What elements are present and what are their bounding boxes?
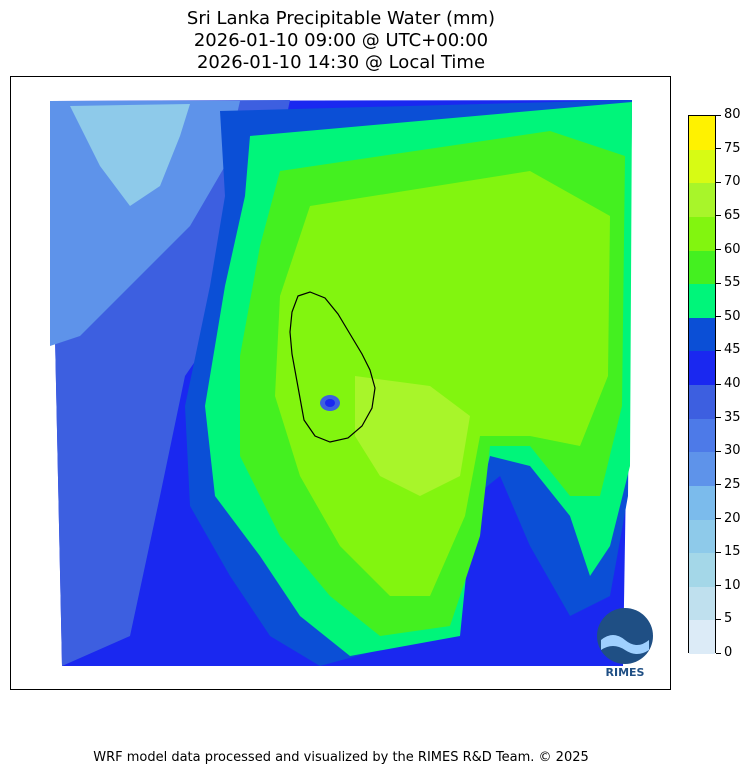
colorbar-tick — [716, 215, 721, 217]
colorbar-tick — [716, 181, 721, 183]
colorbar-tick — [716, 249, 721, 250]
colorbar-segment — [689, 317, 715, 352]
band-60 — [355, 376, 470, 496]
west-band-15 — [70, 104, 190, 206]
colorbar-segment — [689, 183, 715, 217]
colorbar-tick — [716, 450, 721, 452]
colorbar-tick-label: 15 — [724, 544, 741, 560]
local-time: 2026-01-10 14:30 @ Local Time — [196, 52, 486, 73]
band-55 — [275, 171, 610, 596]
colorbar-tick-label: 0 — [724, 645, 733, 660]
colorbar-tick-label: 45 — [724, 342, 741, 358]
colorbar-tick-label: 80 — [724, 107, 741, 122]
colorbar-tick — [716, 484, 721, 486]
colorbar-tick — [716, 551, 721, 553]
west-band-25 — [50, 101, 240, 346]
low-pw-core — [325, 399, 335, 407]
colorbar-tick-label: 55 — [724, 275, 741, 291]
colorbar-segment — [689, 418, 715, 453]
colorbar-segment — [689, 586, 715, 621]
colorbar-tick — [716, 114, 721, 116]
colorbar-tick — [716, 316, 721, 318]
colorbar-tick-label: 5 — [724, 611, 733, 627]
colorbar-tick-label: 35 — [724, 409, 741, 425]
sri-lanka-coastline — [289, 291, 376, 443]
colorbar-segment — [689, 351, 715, 385]
utc-time: 2026-01-10 09:00 @ UTC+00:00 — [193, 30, 489, 51]
colorbar-tick — [716, 618, 721, 620]
map-title: Sri Lanka Precipitable Water (mm) — [186, 8, 496, 29]
rimes-logo: RIMES — [593, 606, 657, 682]
precipitable-water-map — [50, 100, 632, 666]
footer-credit: WRF model data processed and visualized … — [93, 750, 589, 765]
colorbar-tick — [716, 282, 721, 284]
colorbar-segment — [689, 149, 715, 184]
colorbar-tick-label: 60 — [724, 241, 741, 257]
colorbar-tick-label: 40 — [724, 376, 741, 391]
colorbar-tick — [716, 383, 721, 385]
colorbar-segment — [689, 385, 715, 419]
colorbar-tick — [716, 417, 721, 419]
colorbar — [688, 115, 716, 654]
svg-text:RIMES: RIMES — [606, 666, 645, 678]
colorbar-segment — [689, 485, 715, 520]
colorbar-segment — [689, 620, 715, 654]
colorbar-segment — [689, 250, 715, 285]
colorbar-segment — [689, 116, 715, 150]
colorbar-tick-label: 50 — [724, 308, 741, 324]
colorbar-tick-label: 20 — [724, 510, 741, 526]
colorbar-tick-label: 65 — [724, 207, 741, 223]
colorbar-tick-label: 25 — [724, 476, 741, 492]
colorbar-tick-label: 30 — [724, 443, 741, 459]
colorbar-tick-label: 70 — [724, 174, 741, 190]
colorbar-tick — [716, 652, 721, 654]
rimes-logo-icon: RIMES — [597, 608, 653, 679]
colorbar-segment — [689, 452, 715, 486]
colorbar-segment — [689, 553, 715, 587]
colorbar-segment — [689, 284, 715, 318]
colorbar-segment — [689, 216, 715, 251]
colorbar-tick — [716, 148, 721, 150]
colorbar-tick — [716, 349, 721, 351]
colorbar-tick — [716, 585, 721, 587]
colorbar-tick — [716, 518, 721, 519]
colorbar-tick-label: 75 — [724, 140, 741, 156]
colorbar-segment — [689, 519, 715, 554]
colorbar-tick-label: 10 — [724, 577, 741, 593]
